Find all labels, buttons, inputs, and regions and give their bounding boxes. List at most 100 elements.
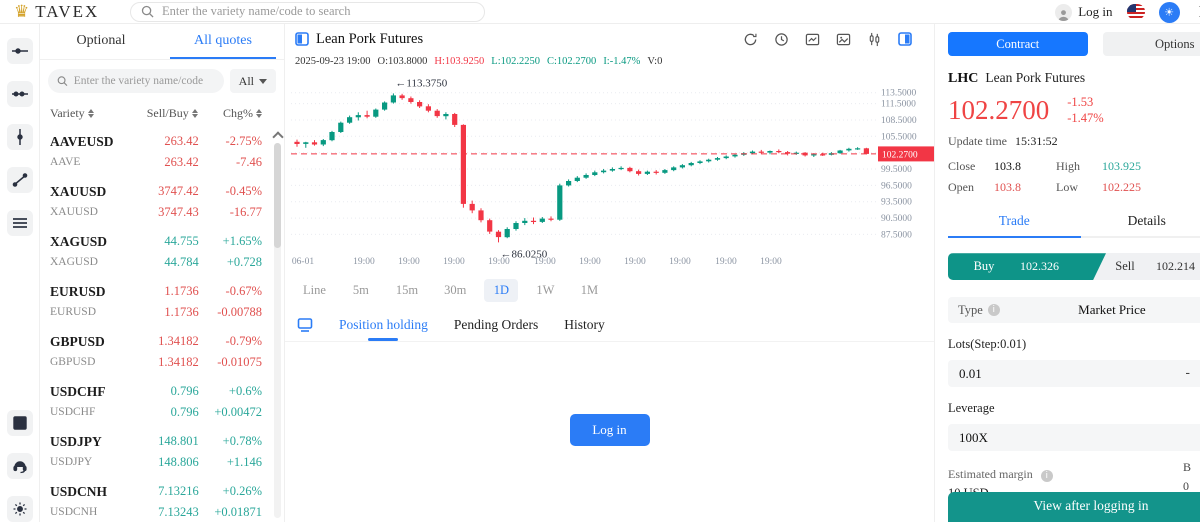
svg-text:19:00: 19:00 — [715, 257, 737, 267]
refresh-icon[interactable] — [743, 32, 758, 47]
quote-row-XAUUSD[interactable]: XAUUSD XAUUSD 3747.42 3747.43 -0.45% -16.77 — [50, 184, 262, 219]
timeframe-line[interactable]: Line — [303, 282, 326, 297]
tab-position-holding[interactable]: Position holding — [339, 308, 428, 341]
view-after-login-button[interactable]: View after logging in — [948, 492, 1200, 522]
sell-button[interactable]: Sell 102.214 — [1094, 253, 1200, 280]
tab-optional[interactable]: Optional — [76, 33, 126, 48]
dark-theme-icon[interactable]: ☽ — [1194, 3, 1200, 21]
language-flag-icon[interactable] — [1126, 4, 1145, 20]
crown-logo-icon: ♛ — [14, 2, 30, 21]
quotes-search[interactable] — [48, 69, 224, 93]
tab-history[interactable]: History — [564, 316, 605, 332]
ohlc-volume: V:0 — [647, 55, 663, 67]
login-chip[interactable]: Log in — [1055, 3, 1113, 21]
logo-text: TAVEX — [35, 1, 100, 21]
quotes-scrollbar[interactable] — [274, 129, 282, 518]
support-headset-icon[interactable] — [6, 453, 33, 479]
svg-text:19:00: 19:00 — [624, 257, 646, 267]
lots-input[interactable]: 0.01 - + — [948, 360, 1200, 388]
candles-icon[interactable] — [867, 32, 882, 47]
buy-price: 102.326 — [1020, 259, 1059, 274]
panel-toggle-icon[interactable] — [898, 32, 912, 46]
global-search-input[interactable] — [162, 4, 474, 19]
svg-text:90.5000: 90.5000 — [881, 214, 912, 224]
chart-title: Lean Pork Futures — [316, 30, 424, 47]
lots-label: Lots(Step:0.01) — [948, 337, 1027, 352]
tab-all-quotes[interactable]: All quotes — [162, 24, 284, 59]
two-point-line-tool[interactable] — [6, 81, 33, 107]
svg-text:113.5000: 113.5000 — [881, 89, 917, 99]
quote-row-GBPUSD[interactable]: GBPUSD GBPUSD 1.34182 1.34182 -0.79% -0.01075 — [50, 334, 262, 369]
candlestick-chart[interactable]: 113.5000 111.5000 108.5000 105.5000 99.5000 9… — [285, 68, 934, 272]
vertical-line-tool[interactable] — [6, 124, 33, 150]
info-icon[interactable]: i — [1040, 470, 1053, 483]
parallel-lines-tool[interactable] — [6, 210, 33, 236]
buy-button[interactable]: Buy 102.326 — [948, 253, 1106, 280]
trend-line-tool[interactable] — [6, 167, 33, 193]
clock-icon[interactable] — [774, 32, 789, 47]
chart-panel: Lean Pork Futures — [285, 24, 935, 522]
quote-row-XAGUSD[interactable]: XAGUSD XAGUSD 44.755 44.784 +1.65% +0.728 — [50, 234, 262, 269]
global-search[interactable] — [130, 1, 485, 22]
ohlc-change: I:-1.47% — [603, 55, 641, 67]
order-type-row[interactable]: Type i Market Price — [948, 297, 1200, 324]
settings-gear-icon[interactable] — [6, 496, 33, 522]
search-icon — [57, 76, 68, 87]
filter-label: All — [238, 73, 254, 88]
leverage-input[interactable]: 100X — [948, 424, 1200, 452]
timeframe-row: Line 5m 15m 30m 1D 1W 1M — [285, 272, 934, 308]
timeframe-1d[interactable]: 1D — [484, 278, 519, 302]
info-icon[interactable]: i — [987, 304, 1000, 317]
leverage-value: 100X — [959, 429, 988, 445]
quotes-search-input[interactable] — [73, 75, 215, 87]
close-value: 103.8 — [994, 159, 1021, 174]
tab-contract[interactable]: Contract — [948, 32, 1088, 56]
timeframe-15m[interactable]: 15m — [395, 282, 419, 297]
screenshot-icon[interactable] — [836, 32, 851, 47]
ohlc-strip: 2025-09-23 19:00 O:103.8000 H:103.9250 L… — [285, 54, 934, 68]
quote-row-USDCNH[interactable]: USDCNH USDCNH 7.13216 7.13243 +0.26% +0.01871 — [50, 484, 262, 519]
quote-row-EURUSD[interactable]: EURUSD EURUSD 1.1736 1.1736 -0.67% -0.00788 — [50, 284, 262, 319]
login-button[interactable]: Log in — [569, 414, 650, 446]
timeframe-1w[interactable]: 1W — [536, 282, 555, 297]
tab-pending-orders[interactable]: Pending Orders — [453, 316, 539, 332]
price-change: -1.53 — [1067, 95, 1094, 109]
chart-settings-icon[interactable] — [805, 32, 820, 47]
timeframe-30m[interactable]: 30m — [444, 282, 467, 297]
tab-trade[interactable]: Trade — [948, 206, 1081, 239]
open-label: Open — [948, 180, 974, 195]
column-chg[interactable]: Chg% — [198, 106, 263, 121]
column-sellbuy[interactable]: Sell/Buy — [121, 106, 198, 121]
horizontal-line-tool[interactable] — [6, 38, 33, 64]
search-icon — [141, 5, 154, 18]
timeframe-1m[interactable]: 1M — [580, 282, 599, 297]
quotes-filter-dropdown[interactable]: All — [229, 69, 276, 93]
column-variety[interactable]: Variety — [50, 106, 121, 121]
tab-options[interactable]: Options — [1102, 32, 1200, 56]
trade-panel: Contract Options LHC Lean Pork Futures 1… — [935, 24, 1200, 522]
svg-text:111.5000: 111.5000 — [881, 100, 916, 110]
quote-row-AAVEUSD[interactable]: AAVEUSD AAVE 263.42 263.42 -2.75% -7.46 — [50, 134, 262, 169]
last-price: 102.2700 — [948, 95, 1050, 126]
svg-text:87.5000: 87.5000 — [881, 230, 912, 240]
app-logo[interactable]: ♛ TAVEX — [0, 2, 130, 22]
svg-text:06-01: 06-01 — [292, 257, 314, 267]
timeframe-5m[interactable]: 5m — [352, 282, 369, 297]
margin-label: Estimated margin — [948, 467, 1033, 482]
quote-row-USDCHF[interactable]: USDCHF USDCHF 0.796 0.796 +0.6% +0.00472 — [50, 384, 262, 419]
user-avatar-icon — [1055, 3, 1073, 21]
decrease-lots-button[interactable]: - — [1185, 366, 1191, 382]
svg-text:105.5000: 105.5000 — [881, 132, 917, 142]
tab-details[interactable]: Details — [1127, 213, 1166, 229]
svg-text:93.5000: 93.5000 — [881, 198, 912, 208]
quote-row-USDJPY[interactable]: USDJPY USDJPY 148.801 148.806 +0.78% +1.146 — [50, 434, 262, 469]
scroll-up-icon[interactable] — [273, 131, 283, 139]
sort-icon — [87, 109, 94, 118]
svg-text:19:00: 19:00 — [669, 257, 691, 267]
type-label: Type — [958, 302, 983, 317]
news-icon[interactable] — [6, 410, 33, 436]
svg-text:19:00: 19:00 — [398, 257, 420, 267]
svg-text:19:00: 19:00 — [353, 257, 375, 267]
svg-text:19:00: 19:00 — [534, 257, 556, 267]
light-theme-icon[interactable]: ☀ — [1158, 1, 1180, 23]
